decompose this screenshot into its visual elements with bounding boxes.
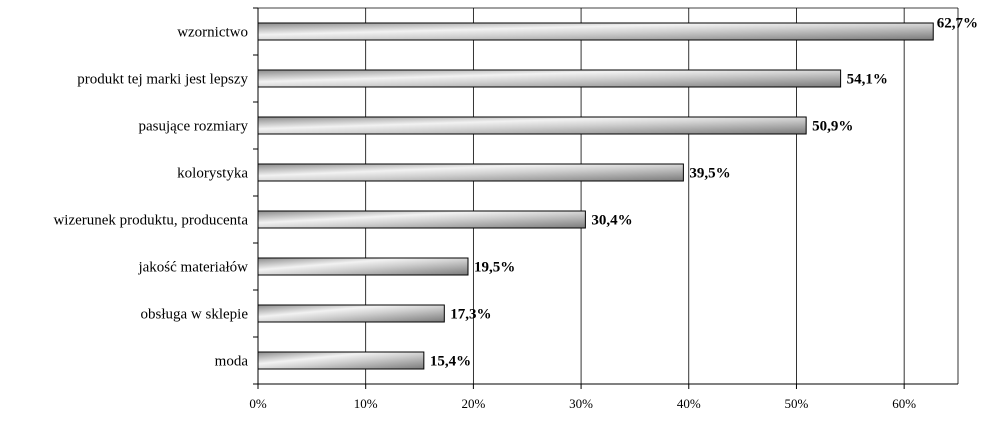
x-tick-label: 10% — [354, 396, 378, 411]
data-label: 62,7% — [937, 16, 978, 32]
data-label: 54,1% — [847, 72, 888, 88]
bar — [257, 69, 842, 88]
x-tick-label: 0% — [249, 396, 267, 411]
category-label: moda — [215, 354, 249, 370]
data-label: 15,4% — [430, 354, 471, 370]
bar — [257, 257, 469, 276]
bar — [257, 163, 684, 182]
category-label: pasujące rozmiary — [138, 119, 248, 135]
category-label: wizerunek produktu, producenta — [53, 213, 248, 229]
data-label: 39,5% — [689, 166, 730, 182]
category-label: produkt tej marki jest lepszy — [77, 72, 248, 88]
bars — [257, 22, 934, 370]
data-label: 50,9% — [812, 119, 853, 135]
bar — [257, 116, 807, 135]
category-label: wzornictwo — [177, 25, 248, 41]
axes — [253, 7, 959, 389]
x-tick-label: 40% — [677, 396, 701, 411]
x-tick-label: 60% — [892, 396, 916, 411]
gridlines — [365, 8, 905, 384]
x-tick-label: 50% — [785, 396, 809, 411]
x-tick-label: 30% — [569, 396, 593, 411]
data-label: 19,5% — [474, 260, 515, 276]
labels: 0% 10% 20% 30% 40% 50% 60% wzornictwo 62,7% produ… — [53, 16, 978, 412]
bar — [257, 304, 445, 323]
category-label: kolorystyka — [177, 166, 248, 182]
bar — [257, 351, 425, 370]
category-label: obsługa w sklepie — [141, 307, 249, 323]
bar — [257, 22, 934, 41]
data-label: 17,3% — [450, 307, 491, 323]
data-label: 30,4% — [591, 213, 632, 229]
category-label: jakość materiałów — [137, 260, 248, 276]
bar — [257, 210, 586, 229]
x-tick-label: 20% — [461, 396, 485, 411]
